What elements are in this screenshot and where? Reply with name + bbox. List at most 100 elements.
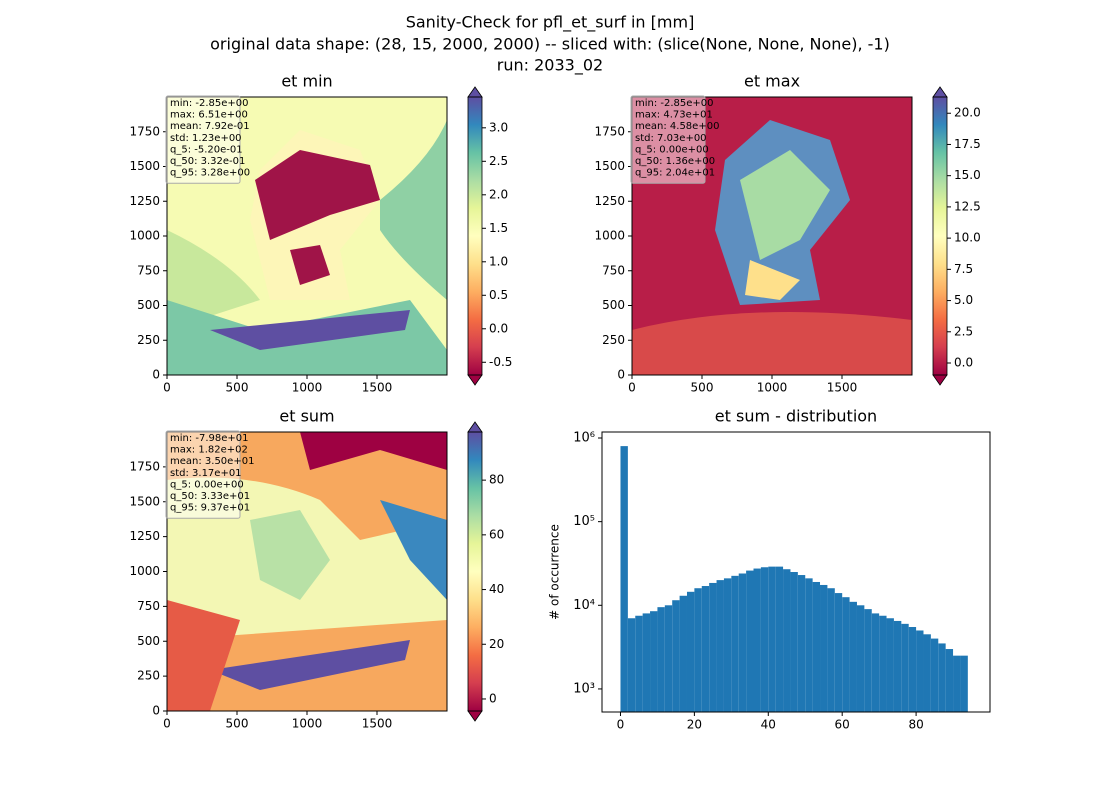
bar: [694, 588, 702, 712]
stats-text: min: -7.98e+01: [170, 433, 249, 444]
y-tick-label: 500: [137, 634, 160, 648]
stats-box: [165, 430, 241, 519]
colorbar-tick-label: 0.0: [489, 321, 508, 335]
y-tick-label: 250: [137, 333, 160, 347]
bar: [908, 627, 917, 712]
bar: [930, 638, 939, 712]
bar: [871, 613, 880, 712]
bar: [746, 570, 754, 712]
bar: [650, 611, 658, 712]
y-tick-label: 0: [152, 368, 160, 382]
bar: [960, 655, 968, 712]
stats-text: q_95: 9.37e+01: [170, 503, 250, 514]
bar: [842, 597, 850, 712]
y-tick-label: 750: [602, 263, 625, 277]
bar: [812, 581, 821, 712]
stats-text: q_5: 0.00e+00: [170, 479, 244, 490]
colorbar-tick-label: 1.0: [489, 254, 508, 268]
bar: [716, 580, 724, 712]
x-tick-label: 60: [835, 718, 850, 732]
stats-text: std: 7.03e+00: [635, 133, 707, 144]
stats-text: q_50: 3.32e-01: [170, 156, 245, 167]
x-tick-label: 0: [617, 718, 625, 732]
bar: [834, 593, 843, 712]
y-tick-label: 750: [137, 263, 160, 277]
colorbar-tick-label: 0: [489, 691, 497, 705]
bar: [879, 615, 887, 712]
bar: [805, 578, 813, 712]
y-tick-label: 1500: [594, 159, 625, 173]
y-tick-label: 10⁵: [573, 514, 595, 529]
colorbar-extend: [932, 374, 948, 386]
stats-text: q_95: 3.28e+00: [170, 168, 250, 179]
axes-title: et sum - distribution: [715, 407, 877, 426]
colorbar-tick-label: 3.0: [489, 120, 508, 134]
axes-title: et max: [744, 72, 800, 91]
bar: [723, 578, 732, 712]
bar: [664, 605, 673, 712]
bar: [701, 586, 710, 712]
stats-text: std: 1.23e+00: [170, 133, 242, 144]
colorbar-tick-label: 40: [489, 582, 504, 596]
x-tick-label: 40: [761, 718, 776, 732]
y-tick-label: 1250: [129, 194, 160, 208]
bar: [686, 591, 695, 712]
y-tick-label: 10⁴: [573, 598, 595, 613]
stats-text: min: -2.85e+00: [635, 98, 714, 109]
colorbar-extend: [467, 710, 483, 722]
x-tick-label: 500: [226, 381, 249, 395]
colorbar-tick-label: -0.5: [489, 355, 512, 369]
stats-box: [630, 95, 706, 184]
colorbar-tick-label: 5.0: [954, 293, 973, 307]
y-tick-label: 1500: [129, 494, 160, 508]
colorbar-tick-label: 2.5: [489, 154, 508, 168]
stats-text: q_95: 2.04e+01: [635, 168, 715, 179]
bar: [856, 605, 865, 712]
stats-text: q_5: -5.20e-01: [170, 144, 243, 155]
bar: [849, 601, 857, 712]
colorbar: [468, 432, 482, 711]
x-tick-label: 0: [163, 381, 171, 395]
bar: [886, 618, 894, 712]
suptitle: Sanity-Check for pfl_et_surf in [mm]: [406, 13, 695, 33]
stats-text: q_50: 1.36e+00: [635, 156, 715, 167]
bar: [731, 575, 739, 712]
x-tick-label: 1000: [757, 381, 788, 395]
y-tick-label: 500: [602, 298, 625, 312]
colorbar-tick-label: 80: [489, 473, 504, 487]
bar: [790, 572, 798, 712]
colorbar-tick-label: 17.5: [954, 137, 981, 151]
colorbar-tick-label: 2.5: [954, 324, 973, 338]
axes-frame: [601, 431, 991, 713]
x-tick-label: 1000: [292, 381, 323, 395]
x-tick-label: 0: [163, 717, 171, 731]
bar: [827, 588, 835, 712]
colorbar-tick-label: 15.0: [954, 168, 981, 182]
stats-text: max: 6.51e+00: [170, 110, 248, 121]
colorbar-tick-label: 0.5: [489, 288, 508, 302]
bar: [820, 584, 828, 712]
bar: [753, 568, 761, 712]
colorbar-tick-label: 20: [489, 637, 504, 651]
bar: [738, 573, 747, 712]
bar: [642, 613, 651, 712]
stats-text: mean: 7.92e-01: [170, 121, 250, 132]
bar: [893, 620, 902, 712]
y-tick-label: 1750: [129, 459, 160, 473]
colorbar-tick-label: 1.5: [489, 221, 508, 235]
colorbar-tick-label: 20.0: [954, 106, 981, 120]
bar: [945, 649, 954, 712]
bar: [775, 566, 784, 712]
colorbar-frame: [467, 96, 483, 376]
y-tick-label: 1750: [129, 124, 160, 138]
colorbar-extend: [467, 374, 483, 386]
bar: [923, 634, 931, 712]
bar: [679, 595, 687, 712]
y-tick-label: 1000: [594, 229, 625, 243]
stats-text: max: 4.73e+01: [635, 110, 713, 121]
colorbar-frame: [467, 431, 483, 712]
bar: [768, 566, 776, 712]
bar: [797, 575, 806, 712]
y-tick-label: 1500: [129, 159, 160, 173]
bar: [672, 600, 680, 712]
